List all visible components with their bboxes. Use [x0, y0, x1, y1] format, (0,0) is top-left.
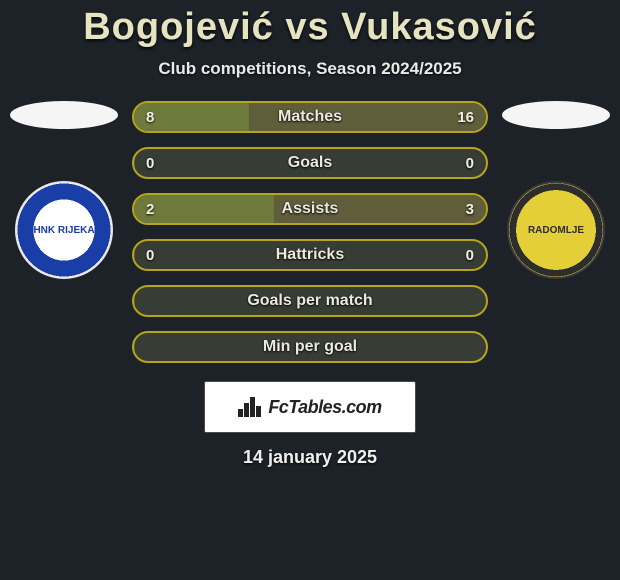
footer-brand-badge: FcTables.com: [204, 381, 416, 433]
stat-row: 00Goals: [132, 147, 488, 179]
subtitle: Club competitions, Season 2024/2025: [0, 59, 620, 79]
right-player-col: RADOMLJE: [496, 101, 616, 279]
stat-row: 816Matches: [132, 101, 488, 133]
stats-column: 816Matches 00Goals 23Assists 00Hattricks Goa…: [124, 101, 496, 377]
date-label: 14 january 2025: [0, 447, 620, 468]
stat-label: Goals per match: [134, 292, 486, 310]
stat-label: Goals: [134, 154, 486, 172]
left-player-avatar: [10, 101, 118, 129]
stat-row: Goals per match: [132, 285, 488, 317]
right-club-name: RADOMLJE: [528, 225, 584, 236]
right-club-badge: RADOMLJE: [507, 181, 605, 279]
stat-label: Hattricks: [134, 246, 486, 264]
stat-label: Matches: [134, 108, 486, 126]
left-club-name: HNK RIJEKA: [33, 225, 94, 236]
comparison-body: HNK RIJEKA 816Matches 00Goals 23Assists 00H…: [0, 101, 620, 377]
stat-label: Assists: [134, 200, 486, 218]
stat-row: Min per goal: [132, 331, 488, 363]
stat-row: 00Hattricks: [132, 239, 488, 271]
brand-bars-icon: [238, 397, 262, 417]
left-club-badge: HNK RIJEKA: [15, 181, 113, 279]
stat-label: Min per goal: [134, 338, 486, 356]
page-title: Bogojević vs Vukasović: [0, 0, 620, 49]
right-player-avatar: [502, 101, 610, 129]
stat-row: 23Assists: [132, 193, 488, 225]
footer-brand-text: FcTables.com: [268, 397, 381, 418]
left-player-col: HNK RIJEKA: [4, 101, 124, 279]
